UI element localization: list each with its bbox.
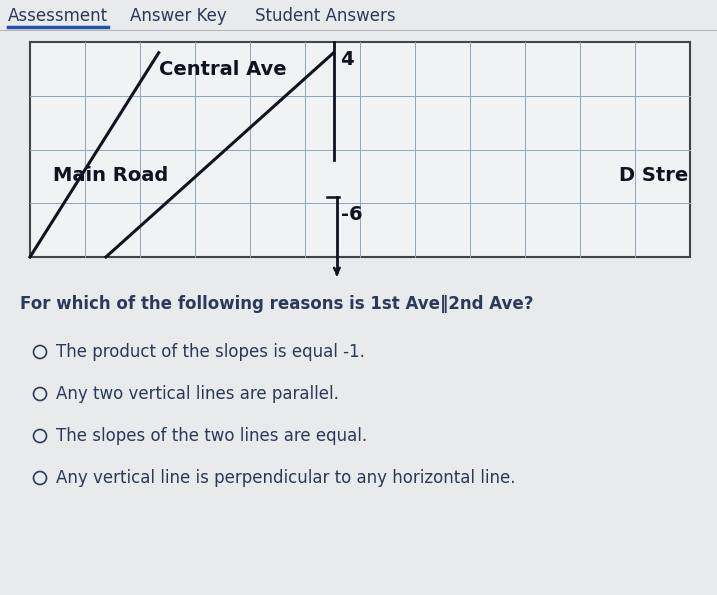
Text: Central Ave: Central Ave: [158, 61, 286, 80]
Text: Any two vertical lines are parallel.: Any two vertical lines are parallel.: [57, 385, 339, 403]
Text: D Stre: D Stre: [619, 166, 688, 185]
Text: The product of the slopes is equal -1.: The product of the slopes is equal -1.: [57, 343, 366, 361]
Bar: [30, 42, 690, 257]
Text: Any vertical line is perpendicular to any horizontal line.: Any vertical line is perpendicular to an…: [57, 469, 516, 487]
Text: Assessment: Assessment: [8, 7, 108, 25]
Text: The slopes of the two lines are equal.: The slopes of the two lines are equal.: [57, 427, 368, 445]
Text: For which of the following reasons is 1st Ave‖2nd Ave?: For which of the following reasons is 1s…: [20, 295, 533, 313]
Text: 4: 4: [340, 50, 353, 68]
Text: Main Road: Main Road: [53, 166, 168, 185]
Text: Student Answers: Student Answers: [255, 7, 396, 25]
Text: -6: -6: [341, 205, 363, 224]
Text: Answer Key: Answer Key: [130, 7, 227, 25]
